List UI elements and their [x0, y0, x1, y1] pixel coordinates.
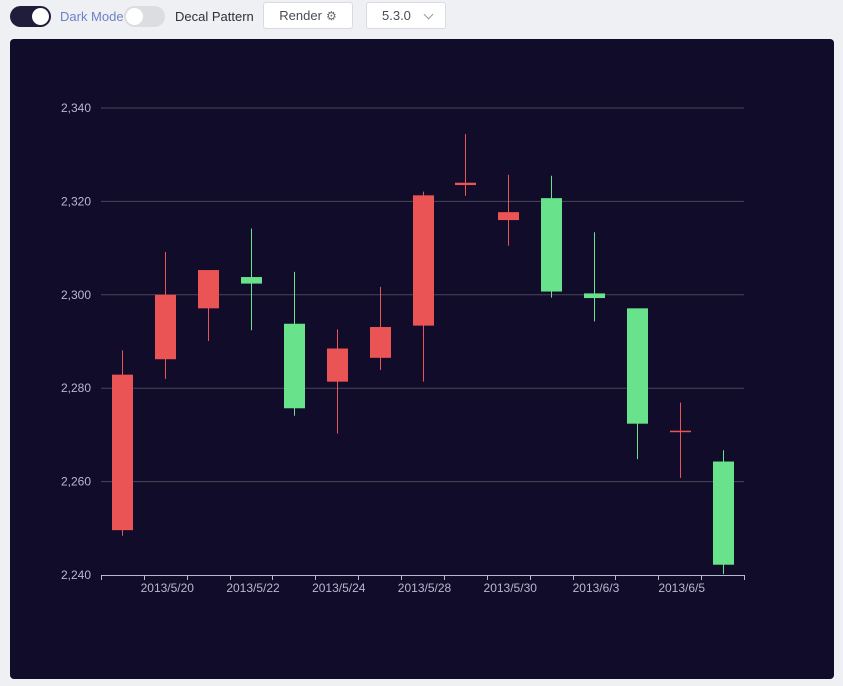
- render-button[interactable]: Render ⚙: [263, 2, 353, 29]
- x-tick-label: 2013/5/28: [398, 581, 452, 595]
- version-select[interactable]: 5.3.0: [366, 2, 446, 29]
- candle-body: [241, 277, 262, 284]
- candle-body: [112, 374, 133, 531]
- candle-body: [327, 348, 348, 382]
- decal-pattern-label: Decal Pattern: [175, 9, 254, 24]
- y-tick-label: 2,300: [61, 288, 91, 302]
- candle-body: [155, 294, 176, 360]
- dark-mode-label: Dark Mode: [60, 9, 124, 24]
- candle-body: [584, 293, 605, 299]
- y-tick-label: 2,340: [61, 101, 91, 115]
- version-value: 5.3.0: [382, 8, 411, 23]
- chart-panel: 2,240 2,260 2,280 2,300 2,320 2,340 2013/5/20 2…: [10, 39, 834, 679]
- toggle-knob: [126, 8, 143, 25]
- decal-pattern-toggle[interactable]: [124, 6, 165, 27]
- candle-body: [713, 461, 734, 565]
- candle-body: [670, 430, 691, 433]
- x-tick-label: 2013/5/24: [312, 581, 366, 595]
- candle-body: [284, 323, 305, 409]
- x-tick-label: 2013/6/3: [573, 581, 620, 595]
- y-tick-label: 2,320: [61, 194, 91, 208]
- x-tick-label: 2013/5/30: [484, 581, 538, 595]
- candle-body: [627, 308, 648, 424]
- dark-mode-toggle[interactable]: [10, 6, 51, 27]
- y-tick-label: 2,280: [61, 381, 91, 395]
- gear-icon: ⚙: [325, 9, 337, 23]
- x-tick-label: 2013/5/20: [141, 581, 195, 595]
- render-button-label: Render: [279, 8, 322, 23]
- y-tick-label: 2,240: [61, 568, 91, 582]
- candle-body: [413, 195, 434, 326]
- candle-body: [498, 212, 519, 221]
- candle-body: [198, 270, 219, 309]
- candle-body: [370, 327, 391, 358]
- candle-body: [541, 198, 562, 292]
- toggle-knob: [32, 8, 49, 25]
- candle-body: [455, 182, 476, 186]
- chevron-down-icon: [423, 9, 434, 20]
- x-tick-label: 2013/5/22: [226, 581, 280, 595]
- candlestick-chart: 2,240 2,260 2,280 2,300 2,320 2,340 2013/5/20 2…: [61, 101, 745, 595]
- y-tick-label: 2,260: [61, 475, 91, 489]
- toolbar: Dark Mode Decal Pattern Render ⚙ 5.3.0: [0, 0, 843, 34]
- x-tick-label: 2013/6/5: [658, 581, 705, 595]
